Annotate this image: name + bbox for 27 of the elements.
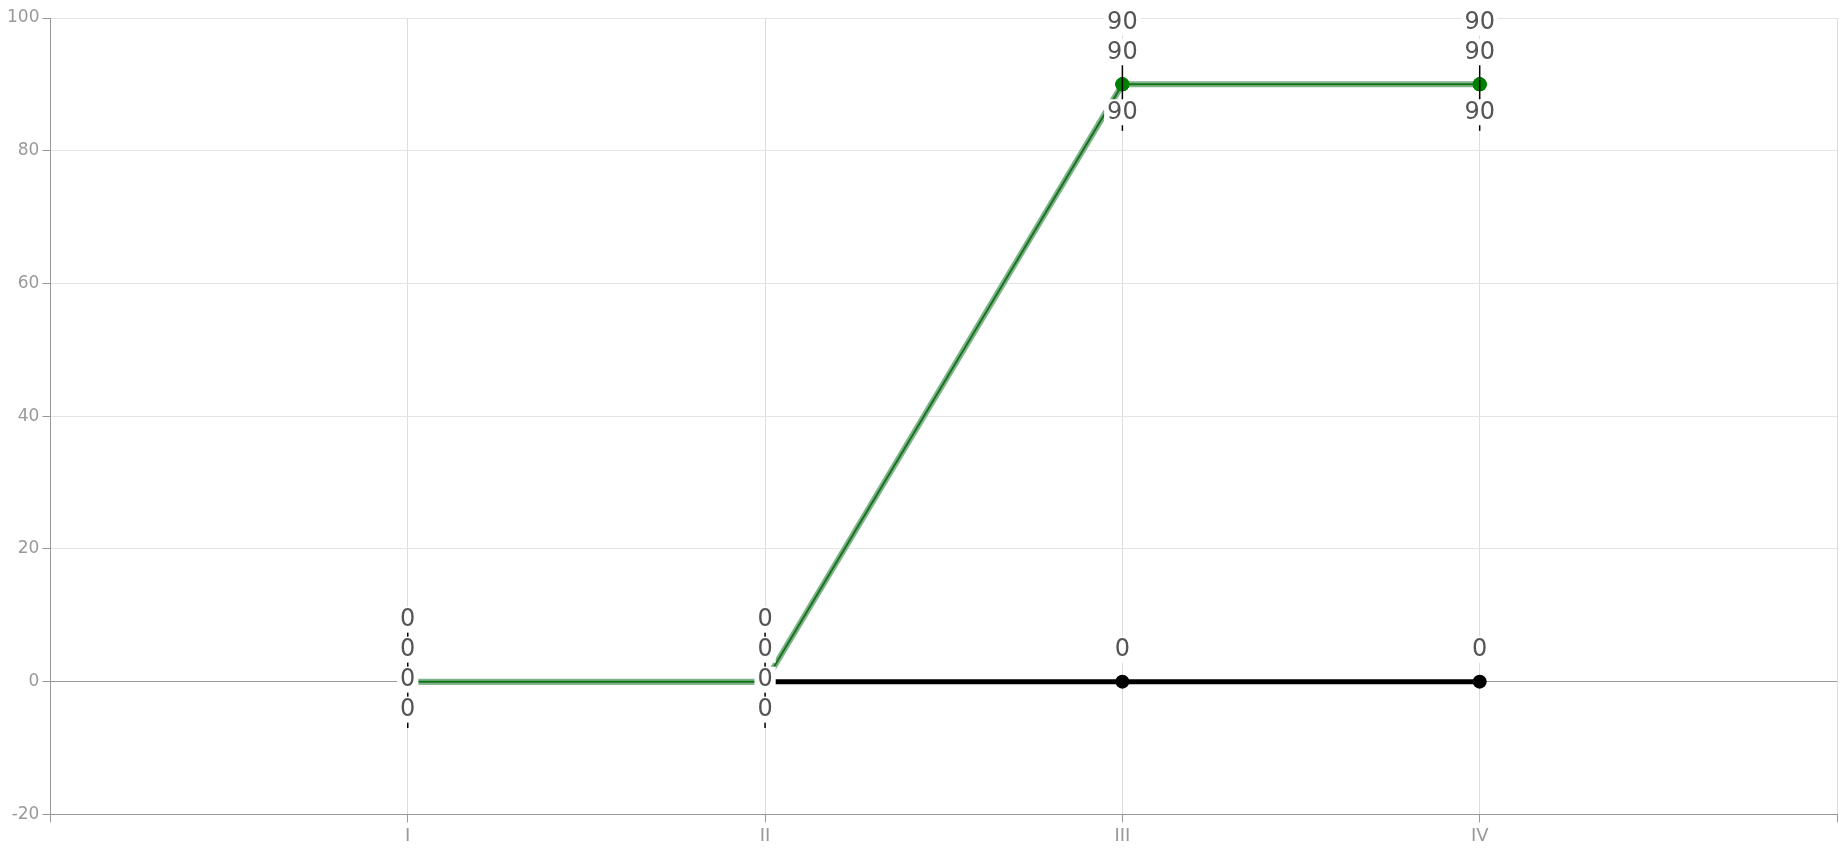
data-label: 90 bbox=[1107, 6, 1138, 35]
data-label: 0 bbox=[757, 633, 773, 662]
data-label: 0 bbox=[400, 693, 416, 722]
data-label: 90 bbox=[1464, 6, 1495, 35]
data-label: 90 bbox=[1464, 96, 1495, 125]
data-label: 0 bbox=[400, 603, 416, 632]
data-label: 0 bbox=[400, 633, 416, 662]
y-tick-label: 60 bbox=[17, 271, 40, 292]
y-tick-label: 20 bbox=[17, 537, 40, 558]
y-tick-label: -20 bbox=[11, 802, 40, 823]
data-label: 0 bbox=[1114, 633, 1131, 662]
x-tick-label: I bbox=[405, 823, 411, 845]
x-tick-label: II bbox=[759, 823, 771, 845]
data-label: 0 bbox=[757, 663, 773, 692]
y-tick-label: 100 bbox=[6, 6, 40, 27]
x-tick-label: III bbox=[1114, 823, 1131, 845]
data-label: 0 bbox=[1472, 633, 1488, 662]
data-label: 90 bbox=[1464, 36, 1495, 65]
y-tick-label: 40 bbox=[17, 404, 40, 425]
y-tick-label: 0 bbox=[28, 670, 40, 691]
data-label: 0 bbox=[757, 693, 773, 722]
y-tick-label: 80 bbox=[17, 139, 40, 160]
data-label: 90 bbox=[1107, 96, 1138, 125]
data-label: 0 bbox=[400, 663, 416, 692]
x-tick-label: IV bbox=[1470, 823, 1490, 845]
data-label: 0 bbox=[757, 603, 773, 632]
data-label: 90 bbox=[1107, 36, 1138, 65]
